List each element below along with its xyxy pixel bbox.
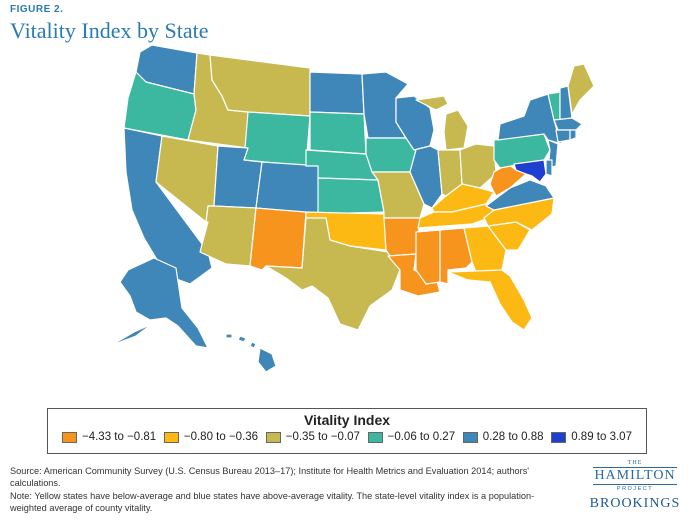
legend-swatch xyxy=(551,431,567,443)
hamilton-brookings-logo: THE HAMILTON PROJECT BROOKINGS xyxy=(585,460,685,512)
legend-label: 0.28 to 0.88 xyxy=(482,431,544,443)
figure-label: FIGURE 2. xyxy=(10,4,64,15)
state-la[interactable] xyxy=(387,253,441,297)
state-md[interactable] xyxy=(513,159,547,183)
legend-label: −0.80 to −0.36 xyxy=(183,431,259,443)
state-wy[interactable] xyxy=(243,111,311,167)
state-de[interactable] xyxy=(545,159,553,177)
legend-swatch xyxy=(462,431,478,443)
legend-swatch xyxy=(163,431,179,443)
legend-item: −0.80 to −0.36 xyxy=(163,431,259,443)
legend-swatch xyxy=(367,431,383,443)
legend-item: −0.35 to −0.07 xyxy=(265,431,360,443)
legend-label: −4.33 to −0.81 xyxy=(82,431,157,443)
state-sd[interactable] xyxy=(309,111,367,155)
legend-item: 0.89 to 3.07 xyxy=(551,431,632,443)
state-co[interactable] xyxy=(255,161,323,215)
legend-item: −4.33 to −0.81 xyxy=(62,431,156,443)
state-nd[interactable] xyxy=(309,71,365,115)
state-ma[interactable] xyxy=(553,117,583,131)
legend-swatch xyxy=(62,431,77,443)
state-nm[interactable] xyxy=(249,207,307,271)
logo-the: THE xyxy=(627,460,643,466)
us-state-map xyxy=(109,44,595,373)
state-ia[interactable] xyxy=(365,137,417,173)
legend-label: −0.06 to 0.27 xyxy=(387,431,456,443)
legend: Vitality Index −4.33 to −0.81 −0.80 to −… xyxy=(47,408,647,454)
logo-brookings: BROOKINGS xyxy=(589,496,681,511)
source-note: Source: American Community Survey (U.S. … xyxy=(10,466,530,488)
state-ri[interactable] xyxy=(569,129,577,141)
legend-title: Vitality Index xyxy=(303,412,391,428)
legend-label: −0.35 to −0.07 xyxy=(285,431,360,443)
state-ar[interactable] xyxy=(383,217,421,257)
notes: Source: American Community Survey (U.S. … xyxy=(10,466,570,516)
state-hi[interactable] xyxy=(225,333,277,373)
state-ct[interactable] xyxy=(555,129,571,143)
logo-project: PROJECT xyxy=(616,486,654,492)
logo-hamilton: HAMILTON xyxy=(593,467,677,485)
state-ak[interactable] xyxy=(109,257,209,349)
state-ks[interactable] xyxy=(317,177,385,215)
note-text: Note: Yellow states have below-average a… xyxy=(10,491,535,513)
legend-label: 0.89 to 3.07 xyxy=(571,431,632,443)
state-tx[interactable] xyxy=(265,217,401,331)
legend-item: −0.06 to 0.27 xyxy=(367,431,456,443)
legend-swatch xyxy=(265,431,281,443)
page-title: Vitality Index by State xyxy=(10,18,209,43)
state-fl[interactable] xyxy=(447,269,533,331)
state-me[interactable] xyxy=(567,63,595,115)
state-ms[interactable] xyxy=(415,229,441,285)
legend-item: 0.28 to 0.88 xyxy=(462,431,544,443)
